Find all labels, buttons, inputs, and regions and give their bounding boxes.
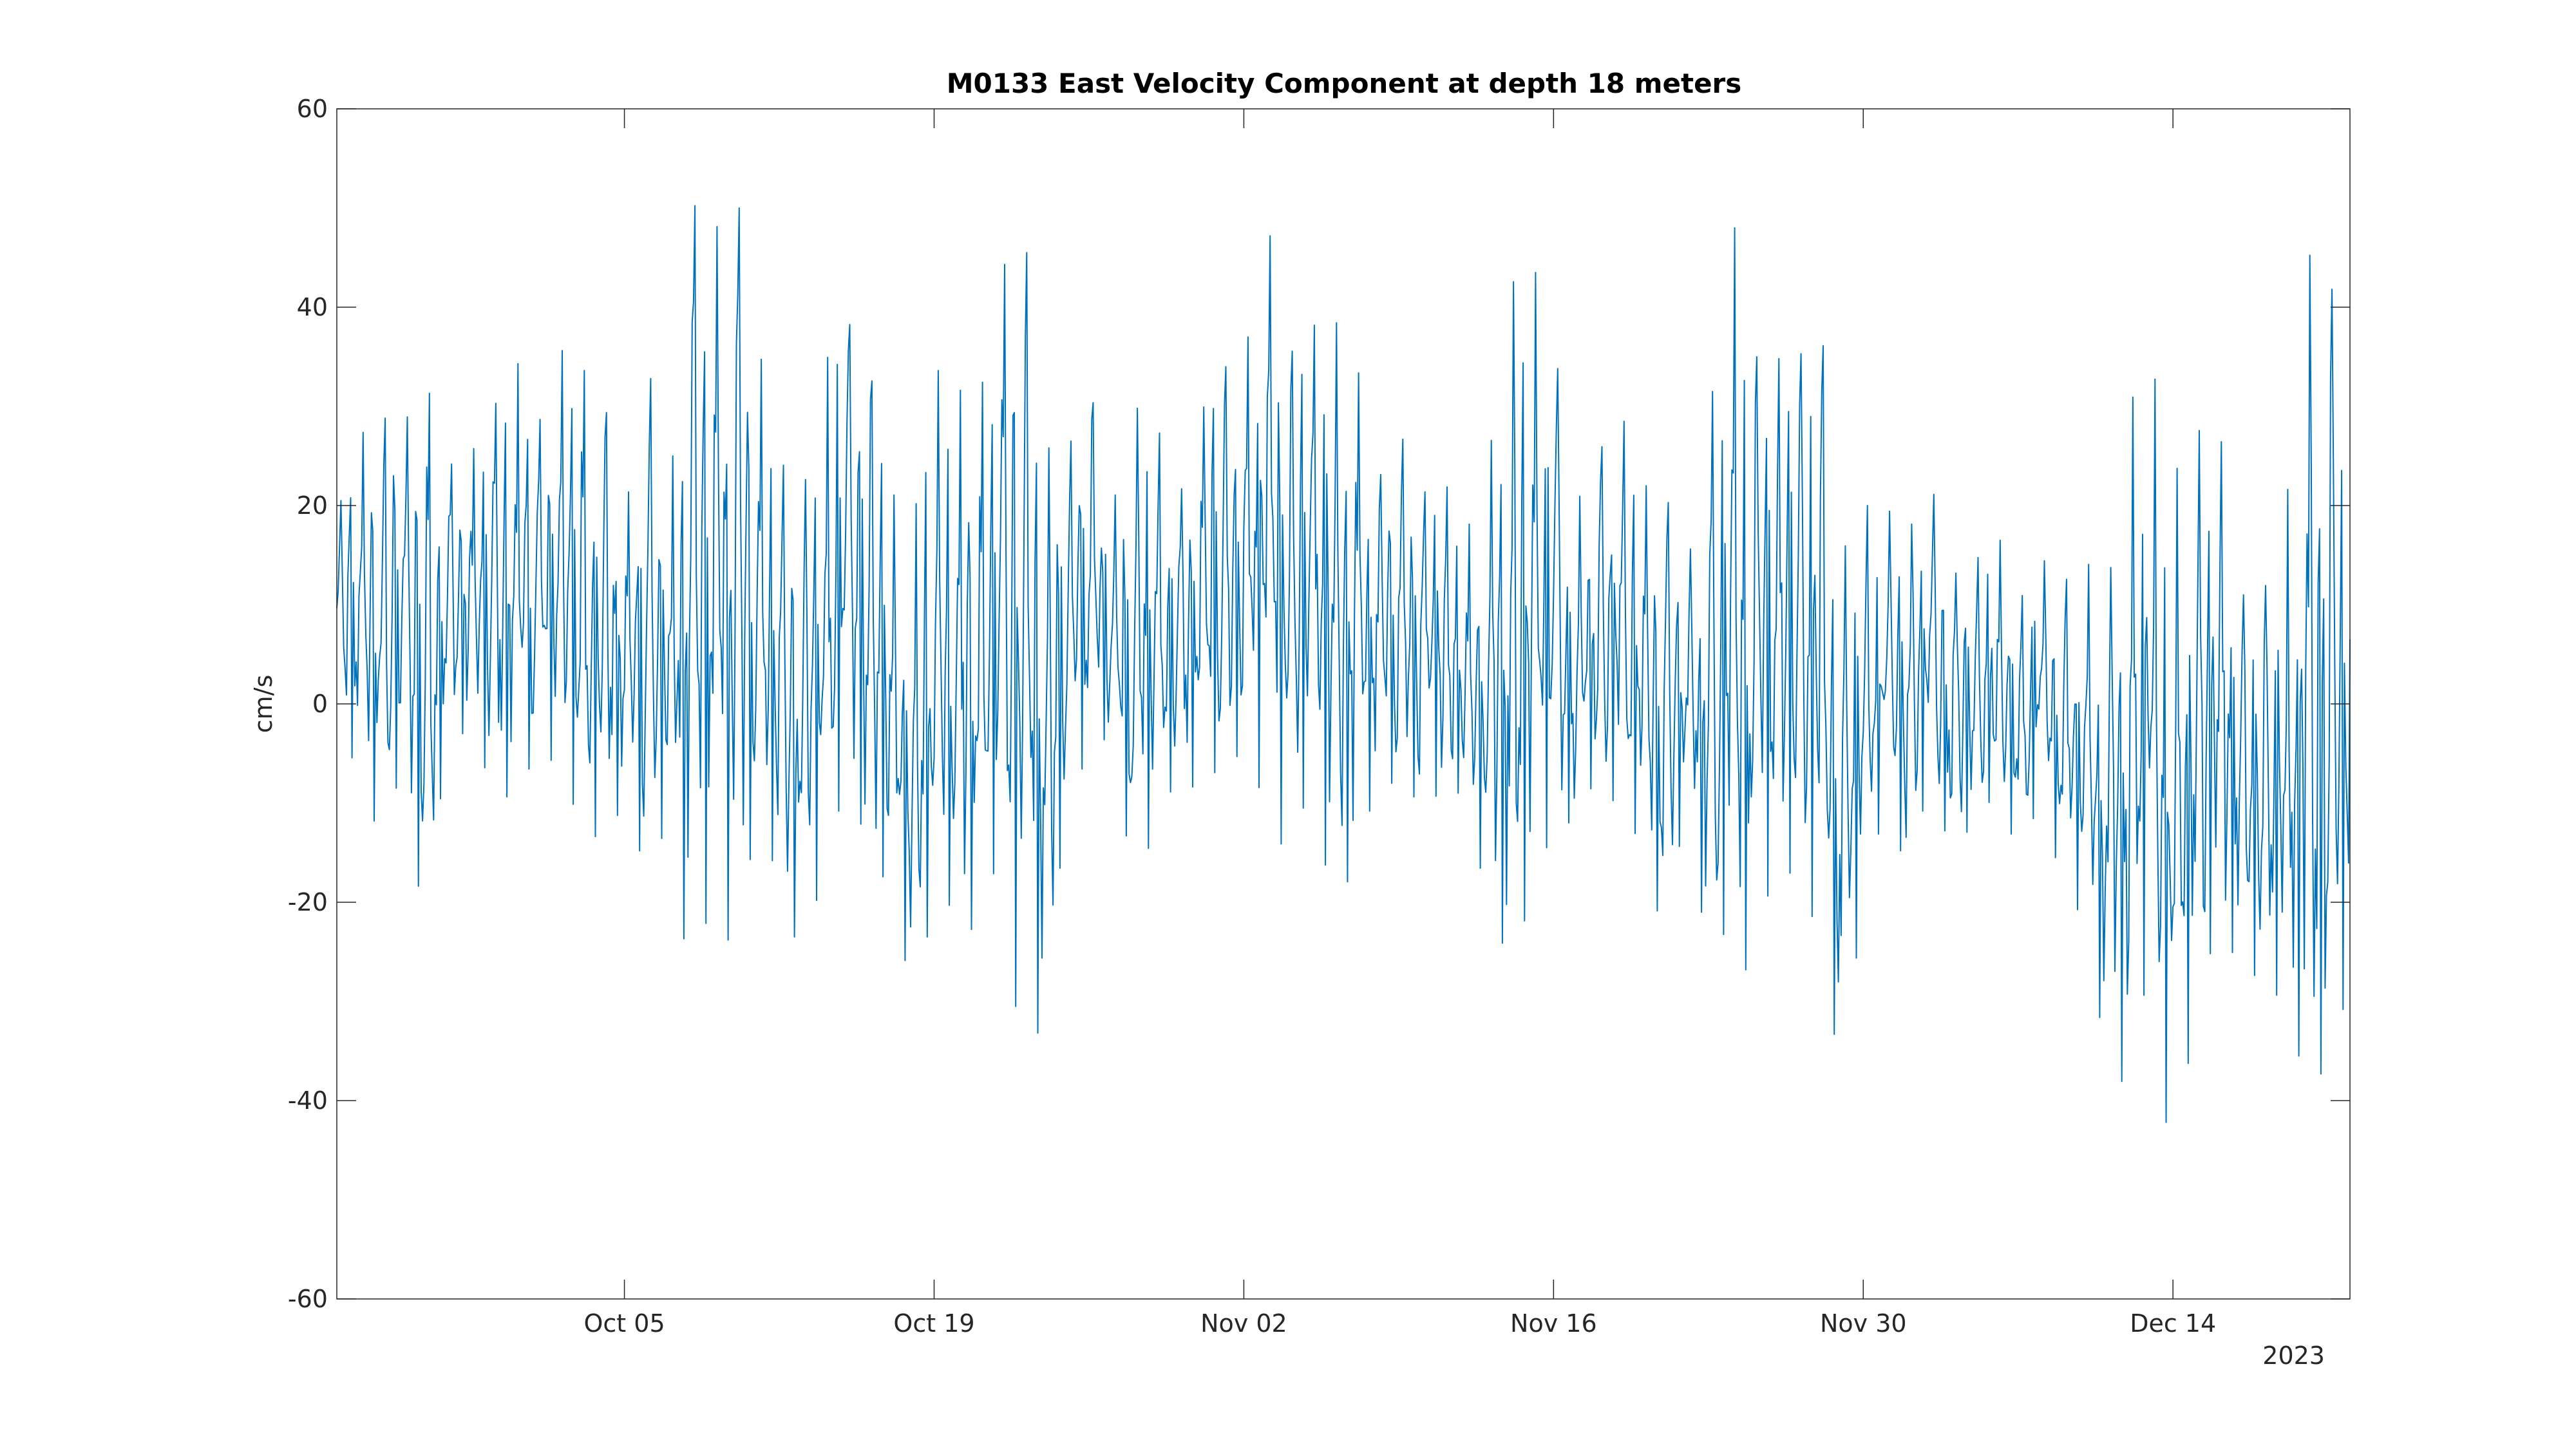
x-axis-year-label: 2023 [2262,1341,2325,1370]
x-tick-label: Oct 19 [893,1309,974,1338]
x-axis: Oct 05 Oct 19 Nov 02 Nov 16 Nov 30 Dec 14 [584,109,2216,1338]
x-tick-label: Dec 14 [2130,1309,2216,1338]
y-tick-label: -40 [288,1086,328,1115]
x-tick-label: Nov 16 [1510,1309,1597,1338]
y-tick-label: 20 [297,491,328,520]
y-tick-label: 60 [297,95,328,123]
chart-title: M0133 East Velocity Component at depth 1… [947,68,1742,99]
plot-area [336,108,2351,1300]
y-axis-label: cm/s [249,675,278,734]
y-tick-label: -20 [288,888,328,916]
series-layer [336,205,2351,1123]
y-tick-label: -60 [288,1285,328,1313]
y-axis: 60 40 20 0 -20 -40 -60 [288,95,2350,1313]
y-tick-label: 0 [312,690,328,718]
x-tick-label: Nov 02 [1200,1309,1287,1338]
x-tick-label: Nov 30 [1820,1309,1907,1338]
y-tick-label: 40 [297,293,328,321]
x-tick-label: Oct 05 [584,1309,665,1338]
series-line-east-velocity [336,205,2351,1123]
